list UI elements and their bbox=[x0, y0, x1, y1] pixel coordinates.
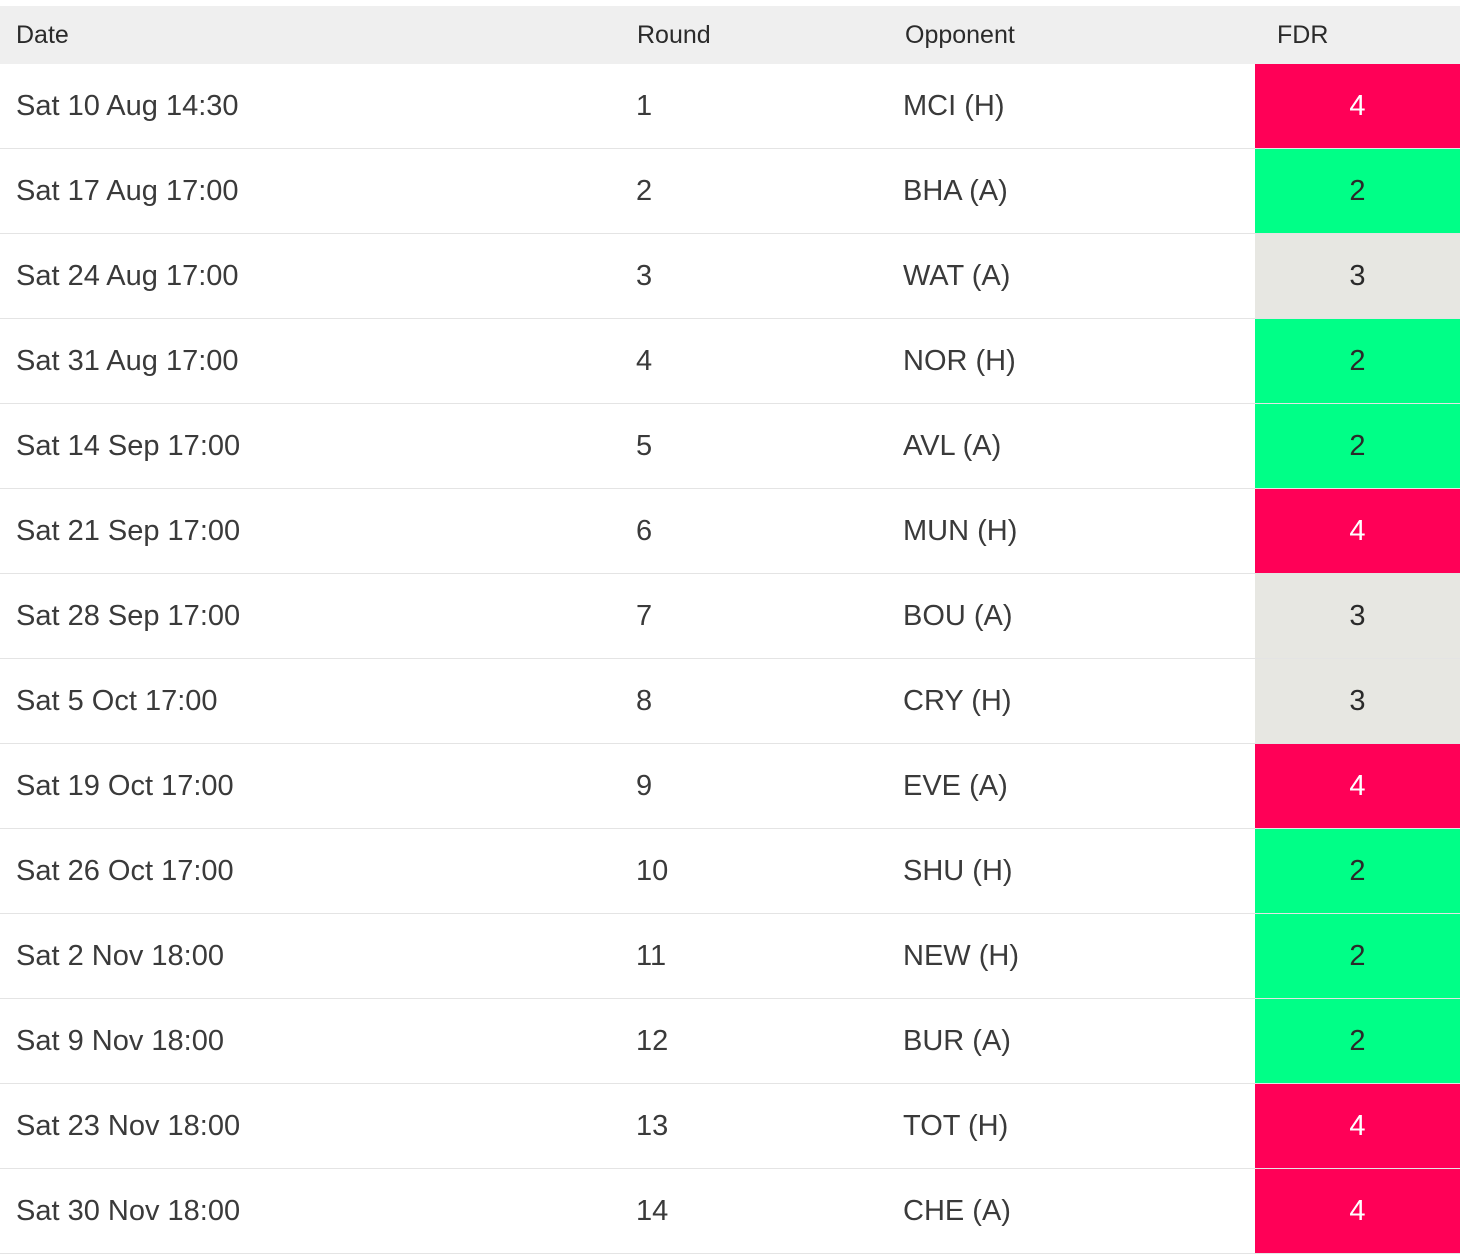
table-row: Sat 9 Nov 18:00 12 BUR (A) 2 bbox=[0, 999, 1460, 1084]
opponent-cell: SHU (H) bbox=[903, 854, 1013, 887]
table-row: Sat 2 Nov 18:00 11 NEW (H) 2 bbox=[0, 914, 1460, 999]
round-cell: 9 bbox=[636, 769, 653, 802]
date-cell: Sat 10 Aug 14:30 bbox=[16, 89, 239, 122]
date-cell: Sat 9 Nov 18:00 bbox=[16, 1024, 224, 1057]
round-cell: 1 bbox=[636, 89, 653, 122]
date-cell: Sat 5 Oct 17:00 bbox=[16, 684, 218, 717]
table-row: Sat 26 Oct 17:00 10 SHU (H) 2 bbox=[0, 829, 1460, 914]
date-cell: Sat 26 Oct 17:00 bbox=[16, 854, 234, 887]
date-cell: Sat 30 Nov 18:00 bbox=[16, 1194, 241, 1227]
header-opponent: Opponent bbox=[905, 20, 1015, 49]
opponent-cell: TOT (H) bbox=[903, 1109, 1009, 1142]
fixtures-table: Date Round Opponent FDR Sat 10 Aug 14:30… bbox=[0, 6, 1460, 1254]
table-row: Sat 31 Aug 17:00 4 NOR (H) 2 bbox=[0, 319, 1460, 404]
date-cell: Sat 2 Nov 18:00 bbox=[16, 939, 224, 972]
opponent-cell: WAT (A) bbox=[903, 259, 1011, 292]
fdr-cell: 4 bbox=[1255, 1169, 1460, 1253]
opponent-cell: AVL (A) bbox=[903, 429, 1002, 462]
opponent-cell: MCI (H) bbox=[903, 89, 1005, 122]
table-row: Sat 24 Aug 17:00 3 WAT (A) 3 bbox=[0, 234, 1460, 319]
date-cell: Sat 24 Aug 17:00 bbox=[16, 259, 239, 292]
round-cell: 10 bbox=[636, 854, 669, 887]
fdr-cell: 3 bbox=[1255, 659, 1460, 743]
date-cell: Sat 17 Aug 17:00 bbox=[16, 174, 239, 207]
fdr-cell: 2 bbox=[1255, 829, 1460, 913]
header-fdr: FDR bbox=[1277, 20, 1329, 49]
table-row: Sat 5 Oct 17:00 8 CRY (H) 3 bbox=[0, 659, 1460, 744]
table-body: Sat 10 Aug 14:30 1 MCI (H) 4 Sat 17 Aug 17:0… bbox=[0, 64, 1460, 1254]
date-cell: Sat 28 Sep 17:00 bbox=[16, 599, 241, 632]
opponent-cell: NOR (H) bbox=[903, 344, 1016, 377]
table-row: Sat 30 Nov 18:00 14 CHE (A) 4 bbox=[0, 1169, 1460, 1254]
opponent-cell: BHA (A) bbox=[903, 174, 1008, 207]
opponent-cell: BOU (A) bbox=[903, 599, 1013, 632]
header-date: Date bbox=[16, 20, 69, 49]
date-cell: Sat 19 Oct 17:00 bbox=[16, 769, 234, 802]
fdr-cell: 3 bbox=[1255, 574, 1460, 658]
date-cell: Sat 23 Nov 18:00 bbox=[16, 1109, 241, 1142]
opponent-cell: BUR (A) bbox=[903, 1024, 1011, 1057]
round-cell: 2 bbox=[636, 174, 653, 207]
table-row: Sat 23 Nov 18:00 13 TOT (H) 4 bbox=[0, 1084, 1460, 1169]
round-cell: 14 bbox=[636, 1194, 669, 1227]
opponent-cell: EVE (A) bbox=[903, 769, 1008, 802]
fdr-cell: 2 bbox=[1255, 999, 1460, 1083]
fdr-cell: 4 bbox=[1255, 1084, 1460, 1168]
fdr-cell: 4 bbox=[1255, 489, 1460, 573]
fdr-cell: 2 bbox=[1255, 404, 1460, 488]
round-cell: 4 bbox=[636, 344, 653, 377]
date-cell: Sat 14 Sep 17:00 bbox=[16, 429, 241, 462]
table-row: Sat 10 Aug 14:30 1 MCI (H) 4 bbox=[0, 64, 1460, 149]
round-cell: 6 bbox=[636, 514, 653, 547]
fdr-cell: 2 bbox=[1255, 149, 1460, 233]
table-row: Sat 17 Aug 17:00 2 BHA (A) 2 bbox=[0, 149, 1460, 234]
opponent-cell: CRY (H) bbox=[903, 684, 1012, 717]
fdr-cell: 2 bbox=[1255, 319, 1460, 403]
table-row: Sat 19 Oct 17:00 9 EVE (A) 4 bbox=[0, 744, 1460, 829]
header-round: Round bbox=[637, 20, 711, 49]
fdr-cell: 4 bbox=[1255, 64, 1460, 148]
round-cell: 11 bbox=[636, 939, 667, 972]
table-header: Date Round Opponent FDR bbox=[0, 6, 1460, 64]
round-cell: 12 bbox=[636, 1024, 669, 1057]
round-cell: 3 bbox=[636, 259, 653, 292]
table-row: Sat 28 Sep 17:00 7 BOU (A) 3 bbox=[0, 574, 1460, 659]
table-row: Sat 14 Sep 17:00 5 AVL (A) 2 bbox=[0, 404, 1460, 489]
opponent-cell: MUN (H) bbox=[903, 514, 1018, 547]
fdr-cell: 4 bbox=[1255, 744, 1460, 828]
fdr-cell: 3 bbox=[1255, 234, 1460, 318]
round-cell: 8 bbox=[636, 684, 653, 717]
fdr-cell: 2 bbox=[1255, 914, 1460, 998]
round-cell: 5 bbox=[636, 429, 653, 462]
date-cell: Sat 21 Sep 17:00 bbox=[16, 514, 241, 547]
table-row: Sat 21 Sep 17:00 6 MUN (H) 4 bbox=[0, 489, 1460, 574]
round-cell: 13 bbox=[636, 1109, 669, 1142]
round-cell: 7 bbox=[636, 599, 653, 632]
date-cell: Sat 31 Aug 17:00 bbox=[16, 344, 239, 377]
opponent-cell: NEW (H) bbox=[903, 939, 1019, 972]
opponent-cell: CHE (A) bbox=[903, 1194, 1011, 1227]
